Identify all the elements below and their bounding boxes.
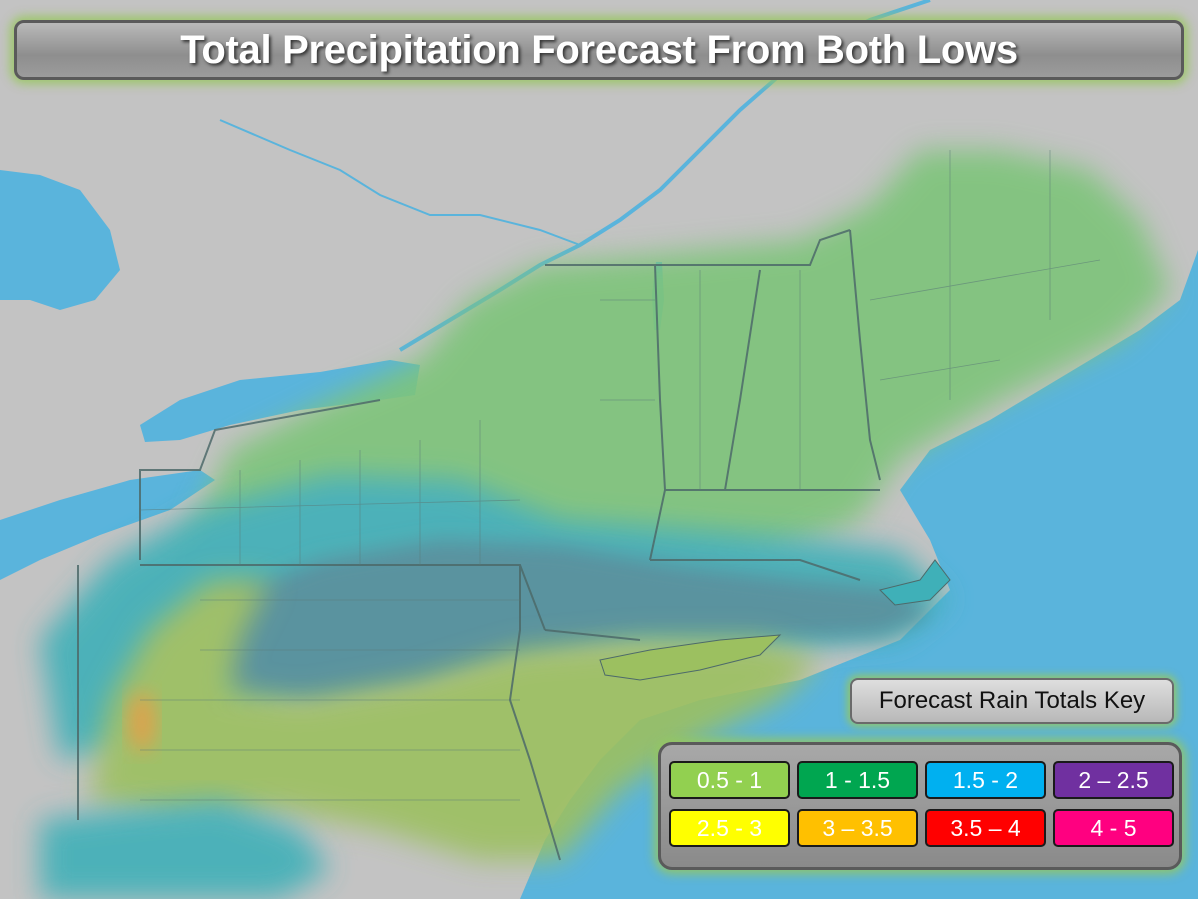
- legend-swatch-1-5-2: 1.5 - 2: [925, 761, 1046, 799]
- lake-huron: [0, 170, 120, 310]
- band-orange-spot: [128, 692, 156, 752]
- county-borders: [139, 150, 1101, 801]
- legend-swatch-4-5: 4 - 5: [1053, 809, 1174, 847]
- map-title: Total Precipitation Forecast From Both L…: [180, 27, 1018, 72]
- legend-swatch-2-5-3: 2.5 - 3: [669, 809, 790, 847]
- band-south-blue: [40, 800, 330, 899]
- title-bar: Total Precipitation Forecast From Both L…: [14, 20, 1184, 80]
- legend-panel: 0.5 - 1 1 - 1.5 1.5 - 2 2 – 2.5 2.5 - 3 …: [658, 742, 1182, 870]
- key-label: Forecast Rain Totals Key: [878, 687, 1146, 714]
- legend-swatch-1-1-5: 1 - 1.5: [797, 761, 918, 799]
- lake-erie: [0, 470, 215, 580]
- legend-swatch-2-2-5: 2 – 2.5: [1053, 761, 1174, 799]
- legend-swatch-3-5-4: 3.5 – 4: [925, 809, 1046, 847]
- band-slate: [210, 540, 930, 705]
- lake-ontario: [140, 360, 420, 442]
- ottawa-river: [219, 119, 581, 246]
- long-island: [599, 634, 782, 681]
- legend-swatch-0-5-1: 0.5 - 1: [669, 761, 790, 799]
- legend-swatch-3-3-5: 3 – 3.5: [797, 809, 918, 847]
- precipitation-bands: [40, 150, 1170, 899]
- band-yellow-green: [90, 580, 820, 860]
- key-label-box: Forecast Rain Totals Key: [850, 678, 1174, 724]
- legend-grid: 0.5 - 1 1 - 1.5 1.5 - 2 2 – 2.5 2.5 - 3 …: [669, 761, 1174, 847]
- state-borders: [77, 229, 881, 861]
- cape-cod: [879, 559, 951, 606]
